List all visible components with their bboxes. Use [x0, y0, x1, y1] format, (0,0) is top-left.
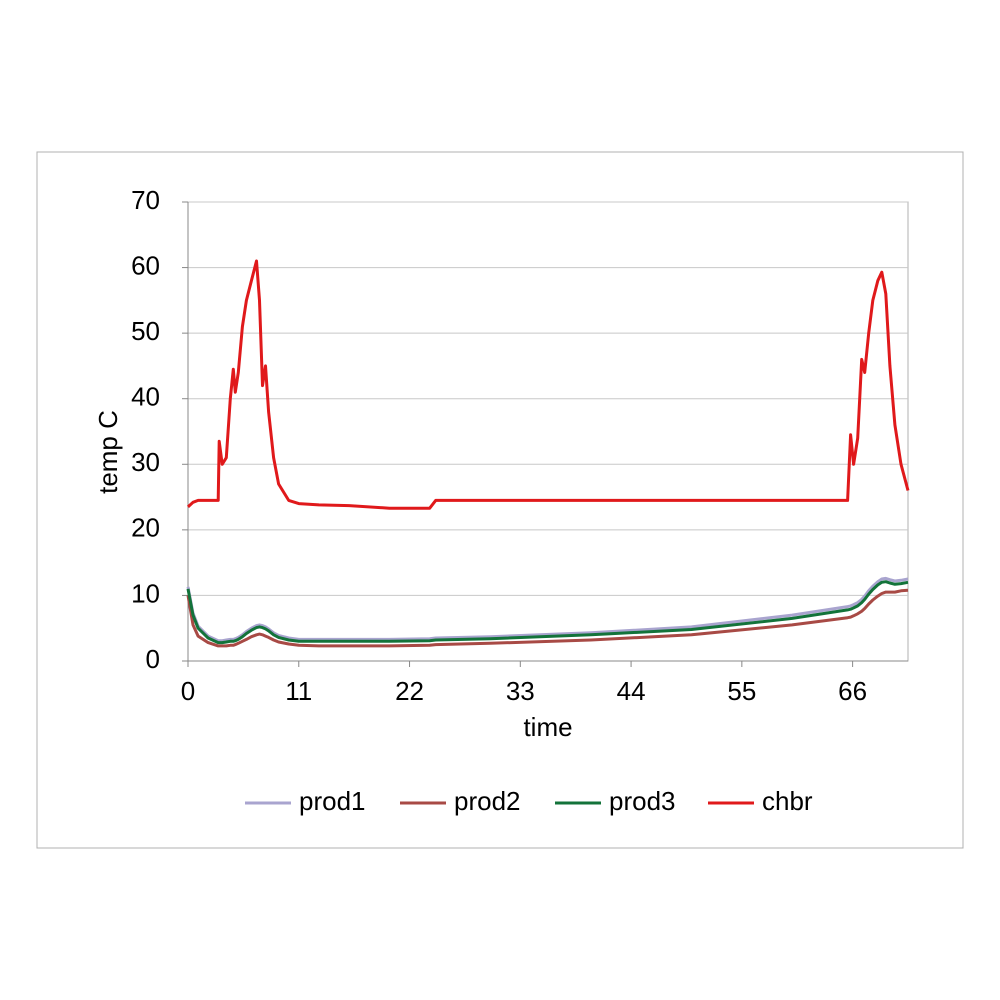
series-line	[186, 576, 909, 643]
y-tick-label: 60	[131, 250, 160, 280]
legend-label: prod2	[454, 786, 521, 816]
x-tick-label: 0	[181, 676, 195, 706]
y-tick-label: 70	[131, 185, 160, 215]
y-axis-label: temp C	[93, 410, 123, 494]
series-line	[186, 580, 909, 645]
series-line	[186, 588, 909, 648]
y-tick-label: 10	[131, 578, 160, 608]
y-tick-label: 30	[131, 447, 160, 477]
x-tick-label: 11	[285, 676, 312, 706]
legend-label: prod3	[609, 786, 676, 816]
y-tick-label: 40	[131, 382, 160, 412]
x-tick-label: 55	[727, 676, 756, 706]
x-tick-label: 44	[617, 676, 646, 706]
x-tick-label: 33	[506, 676, 535, 706]
y-tick-label: 20	[131, 513, 160, 543]
x-axis-label: time	[523, 712, 572, 742]
legend-label: chbr	[762, 786, 813, 816]
y-tick-label: 50	[131, 316, 160, 346]
legend-label: prod1	[299, 786, 366, 816]
series-line	[186, 259, 910, 510]
x-tick-label: 66	[838, 676, 867, 706]
y-tick-label: 0	[146, 644, 160, 674]
x-tick-label: 22	[395, 676, 424, 706]
